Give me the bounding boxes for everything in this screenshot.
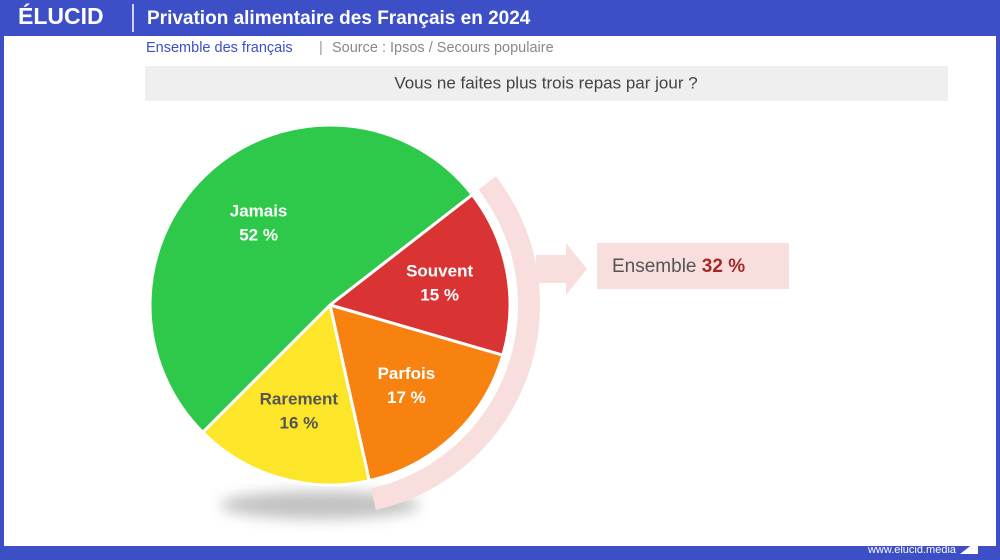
chart-title: Privation alimentaire des Français en 20… [147, 8, 531, 29]
slice-label: Souvent [406, 262, 473, 281]
subtitle: Ensemble des français [146, 40, 293, 56]
arrow [536, 243, 587, 295]
annotation-box [597, 243, 789, 289]
footer-icon [960, 540, 978, 554]
pie-slice [326, 192, 512, 358]
value-label: 52 % [239, 225, 278, 244]
source: Source : Ipsos / Secours populaire [332, 40, 554, 56]
slice-label: Parfois [378, 364, 436, 383]
pie [148, 123, 512, 487]
slice-label: Jamais [230, 201, 288, 220]
value-label: 17 % [387, 388, 426, 407]
separator: | [319, 40, 323, 56]
annotation-label: Ensemble [612, 256, 697, 277]
question: Vous ne faites plus trois repas par jour… [394, 73, 697, 92]
footer: www.elucid.media [867, 544, 957, 556]
logo: ÉLUCID [18, 2, 104, 29]
value-label: 15 % [420, 286, 459, 305]
value-label: 16 % [279, 414, 318, 433]
annotation-value: 32 % [702, 256, 745, 277]
slice-label: Rarement [260, 390, 339, 409]
annotation-text: Ensemble 32 % [612, 256, 745, 277]
pie-slice [148, 123, 475, 435]
bracket [371, 176, 540, 510]
pie-slice [327, 302, 505, 483]
question-box [145, 66, 948, 101]
shadow [220, 491, 420, 519]
pie-slice [200, 302, 372, 487]
